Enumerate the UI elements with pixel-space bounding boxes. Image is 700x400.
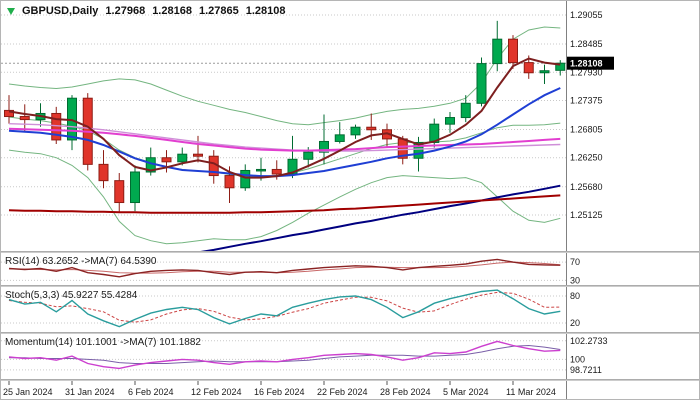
current-price-badge: 1.28108	[567, 56, 614, 70]
time-axis-label: 25 Jan 2024	[3, 387, 53, 397]
candle	[350, 124, 361, 139]
ohlc-high: 1.28168	[152, 5, 192, 17]
rsi-ma-line	[9, 261, 561, 274]
candle	[208, 150, 219, 184]
band-upper	[8, 26, 561, 126]
stochastic-panel[interactable]: 80 20 Stoch(5,3,3) 45.9227 55.4284	[1, 287, 700, 332]
time-axis-label: 28 Feb 2024	[380, 387, 431, 397]
time-axis-label: 22 Feb 2024	[317, 387, 368, 397]
band-lower	[8, 149, 561, 245]
price-axis-label: 1.27375	[570, 95, 603, 105]
momentum-line	[8, 340, 561, 370]
stoch-main-line	[8, 289, 561, 328]
momentum-label: Momentum(14) 101.1001 ->MA(7) 101.1882	[5, 337, 201, 348]
time-axis-label: 16 Feb 2024	[254, 387, 305, 397]
candle	[319, 114, 329, 165]
symbol-period-label: GBPUSD,Daily	[22, 5, 99, 17]
candle	[334, 122, 345, 144]
chart-header: GBPUSD,Daily 1.27968 1.28168 1.27865 1.2…	[7, 5, 285, 17]
ohlc-close: 1.28108	[245, 5, 286, 17]
indicator-axis-label: 102.2733	[570, 336, 608, 346]
candle	[492, 20, 503, 72]
indicator-axis-label: 80	[570, 291, 580, 301]
indicator-axis-label: 30	[570, 275, 580, 285]
time-axis-label: 11 Mar 2024	[506, 387, 556, 397]
candle	[193, 135, 203, 163]
time-axis-label: 12 Feb 2024	[191, 387, 242, 397]
time-axis-label: 6 Feb 2024	[128, 387, 174, 397]
candle	[4, 95, 14, 124]
candle	[67, 95, 77, 151]
candle	[539, 64, 550, 84]
ma-medium-blue	[8, 87, 561, 178]
stoch-signal-line	[8, 291, 561, 323]
rsi-label: RSI(14) 63.2652 ->MA(7) 64.5390	[5, 256, 157, 267]
momentum-ma-line	[9, 344, 561, 364]
candle	[555, 60, 566, 76]
candle	[114, 173, 125, 212]
price-axis-label: 1.26805	[570, 125, 603, 135]
symbol-marker-icon	[7, 7, 15, 15]
panel-separator[interactable]	[1, 332, 699, 334]
ma-fast-darkred	[8, 57, 561, 179]
ohlc-low: 1.27865	[198, 5, 239, 17]
candle	[460, 95, 471, 123]
price-axis-label: 1.27930	[570, 67, 603, 77]
indicator-axis-label: 100	[570, 354, 585, 364]
panel-separator[interactable]	[1, 379, 699, 381]
price-axis-label: 1.26250	[570, 153, 603, 163]
panel-separator[interactable]	[1, 285, 699, 287]
stochastic-label: Stoch(5,3,3) 45.9227 55.4284	[5, 290, 138, 301]
main-chart-panel[interactable]: 1.29055 1.28485 1.27930 1.27375 1.26805 1.262…	[1, 1, 700, 251]
price-axis-label: 1.25125	[570, 210, 603, 220]
candle	[508, 35, 518, 69]
ohlc-open: 1.27968	[105, 5, 146, 17]
ma-long-darkred	[8, 194, 561, 214]
candle	[98, 150, 109, 189]
svg-text:1.28108: 1.28108	[570, 59, 603, 69]
indicator-axis-label: 20	[570, 318, 580, 328]
candle	[476, 57, 487, 107]
candle	[161, 150, 172, 173]
price-axis-label: 1.28485	[570, 39, 603, 49]
time-axis-label: 5 Mar 2024	[443, 387, 489, 397]
rsi-panel[interactable]: 70 30 RSI(14) 63.2652 ->MA(7) 64.5390	[1, 253, 700, 285]
indicator-axis-label: 70	[570, 257, 580, 267]
price-axis-label: 1.29055	[570, 10, 603, 20]
candle	[130, 165, 140, 212]
candle	[429, 118, 440, 148]
candle	[19, 104, 30, 133]
price-axis-label: 1.25680	[570, 182, 603, 192]
panel-separator[interactable]	[1, 251, 699, 253]
ma-medium-magenta	[8, 127, 561, 152]
time-axis-label: 31 Jan 2024	[65, 387, 115, 397]
rsi-line	[8, 258, 561, 278]
candle	[445, 111, 455, 133]
ma-long-navy	[200, 184, 561, 251]
indicator-axis-label: 98.7211	[570, 365, 602, 375]
time-axis[interactable]: 25 Jan 2024 31 Jan 2024 6 Feb 2024 12 Feb 2…	[1, 381, 700, 400]
candle	[287, 135, 298, 179]
